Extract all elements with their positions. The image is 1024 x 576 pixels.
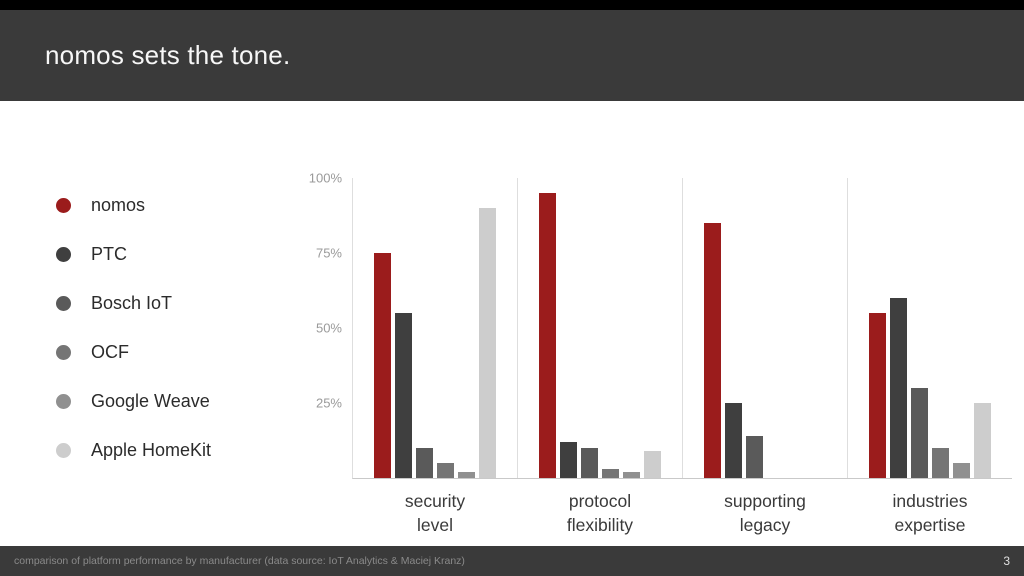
slide-body: nomos PTC Bosch IoT OCF Google Weave Apple Ho…	[0, 101, 1024, 546]
y-tick-label: 25%	[315, 395, 342, 411]
category-label: industries expertise	[892, 491, 968, 535]
bar-google-weave	[623, 472, 640, 478]
footer: comparison of platform performance by ma…	[0, 546, 1024, 576]
legend-dot	[56, 197, 71, 213]
bar-cluster	[518, 178, 682, 478]
legend-dot	[56, 246, 71, 262]
legend-item: nomos	[56, 194, 211, 216]
slide-header: nomos sets the tone.	[0, 10, 1024, 101]
bar-ocf	[932, 448, 949, 478]
bar-cluster	[683, 178, 847, 478]
legend-dot	[56, 295, 71, 311]
category-label: supporting legacy	[724, 491, 806, 535]
category-label: protocol flexibility	[566, 491, 634, 535]
bar-bosch-iot	[416, 448, 433, 478]
bar-nomos	[704, 223, 721, 478]
chart-group: protocol flexibility	[518, 178, 683, 535]
bar-ocf	[437, 463, 454, 478]
legend-item: Google Weave	[56, 390, 211, 412]
chart-group: industries expertise	[848, 178, 1012, 535]
legend-item: Bosch IoT	[56, 292, 211, 314]
bar-apple-homekit	[479, 208, 496, 478]
legend-label: Bosch IoT	[91, 292, 173, 313]
legend-label: PTC	[91, 243, 127, 264]
legend: nomos PTC Bosch IoT OCF Google Weave Apple Ho…	[56, 194, 211, 461]
bar-google-weave	[953, 463, 970, 478]
bar-chart: 100% 75% 50% 25% security level protocol fle…	[300, 171, 1012, 535]
legend-label: Google Weave	[91, 390, 210, 411]
bar-bosch-iot	[581, 448, 598, 478]
top-strip	[0, 0, 1024, 10]
chart-group: security level	[353, 178, 518, 535]
legend-item: PTC	[56, 243, 211, 265]
slide-title: nomos sets the tone.	[45, 40, 291, 70]
legend-label: nomos	[91, 194, 146, 215]
y-tick-label: 100%	[308, 170, 342, 186]
bar-nomos	[374, 253, 391, 478]
plot-area: security level protocol flexibility suppor…	[352, 178, 1012, 535]
bar-nomos	[869, 313, 886, 478]
page-number: 3	[1003, 554, 1010, 568]
bar-ptc	[890, 298, 907, 478]
bar-google-weave	[458, 472, 475, 478]
bar-ptc	[395, 313, 412, 478]
legend-item: Apple HomeKit	[56, 439, 211, 461]
bar-cluster	[353, 178, 517, 478]
legend-label: Apple HomeKit	[91, 439, 212, 460]
legend-item: OCF	[56, 341, 211, 363]
bar-ptc	[725, 403, 742, 478]
bar-nomos	[539, 193, 556, 478]
legend-label: OCF	[91, 341, 129, 362]
y-tick-label: 50%	[315, 320, 342, 336]
bar-bosch-iot	[746, 436, 763, 478]
chart-group: supporting legacy	[683, 178, 848, 535]
bar-bosch-iot	[911, 388, 928, 478]
bar-ptc	[560, 442, 577, 478]
footer-caption: comparison of platform performance by ma…	[14, 555, 465, 567]
bar-apple-homekit	[974, 403, 991, 478]
y-tick-label: 75%	[315, 245, 342, 261]
legend-dot	[56, 344, 71, 360]
bar-apple-homekit	[644, 451, 661, 478]
bar-cluster	[848, 178, 1012, 478]
legend-dot	[56, 442, 71, 458]
legend-dot	[56, 393, 71, 409]
bar-ocf	[602, 469, 619, 478]
category-label: security level	[404, 491, 466, 535]
y-axis: 100% 75% 50% 25%	[300, 171, 352, 478]
